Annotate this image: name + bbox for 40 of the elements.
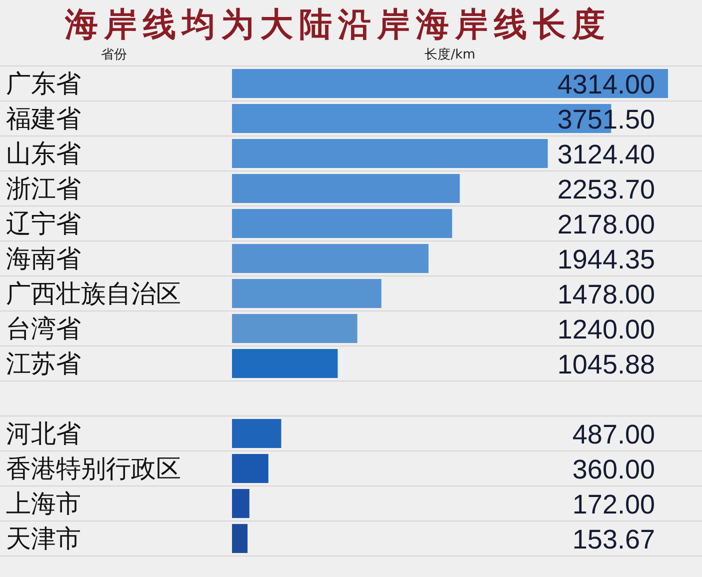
bar	[232, 69, 668, 98]
y-tick-label: 辽宁省	[6, 209, 81, 238]
data-label: 1944.35	[557, 244, 655, 274]
data-label: 153.67	[572, 524, 655, 554]
y-axis-title: 省份	[101, 48, 127, 62]
data-label: 172.00	[572, 490, 655, 520]
x-axis-title: 长度/km	[424, 46, 476, 62]
y-tick-label: 台湾省	[6, 314, 81, 343]
y-tick-label: 河北省	[6, 419, 81, 448]
y-tick-label: 天津市	[6, 524, 81, 553]
y-tick-label: 上海市	[6, 489, 81, 518]
y-tick-label: 广东省	[6, 69, 81, 98]
data-label: 3124.40	[557, 140, 655, 170]
bar	[232, 454, 268, 483]
data-label: 4314.00	[557, 70, 655, 100]
data-label: 360.00	[572, 454, 655, 484]
data-label: 1478.00	[557, 280, 655, 310]
y-tick-label: 江苏省	[6, 349, 81, 378]
bar	[232, 174, 460, 203]
data-label: 487.00	[572, 420, 655, 450]
data-label: 2253.70	[557, 174, 655, 204]
bar	[232, 489, 250, 518]
bar	[232, 244, 429, 273]
y-tick-label: 浙江省	[6, 174, 81, 203]
y-tick-label: 山东省	[6, 139, 81, 168]
bar	[232, 419, 282, 448]
y-tick-label: 福建省	[6, 104, 81, 133]
bar	[232, 524, 248, 553]
data-label: 2178.00	[557, 210, 655, 240]
y-tick-label: 香港特别行政区	[6, 454, 181, 483]
chart-title: 海岸线均为大陆沿岸海岸线长度	[64, 4, 611, 44]
bar	[232, 209, 452, 238]
bar	[232, 314, 358, 343]
bar	[232, 279, 382, 308]
bar	[232, 349, 338, 378]
data-label: 1045.88	[557, 350, 655, 380]
bar	[232, 139, 548, 168]
y-tick-label: 广西壮族自治区	[6, 279, 181, 308]
y-tick-label: 海南省	[6, 244, 81, 273]
data-label: 1240.00	[557, 314, 655, 344]
